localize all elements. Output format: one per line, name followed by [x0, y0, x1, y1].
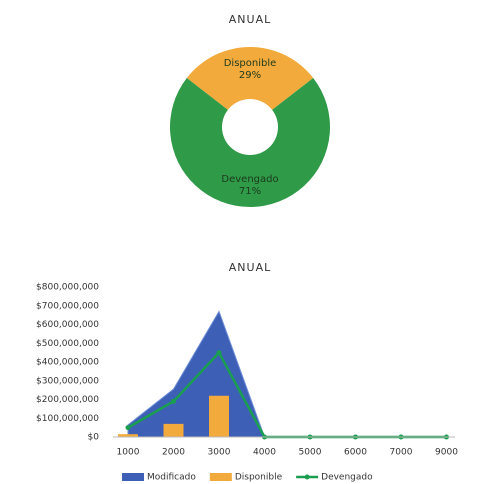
pie-label: Devengado	[221, 174, 278, 185]
y-tick-label: $600,000,000	[36, 320, 99, 330]
legend-label: Disponible	[235, 473, 283, 483]
y-tick-label: $100,000,000	[36, 414, 99, 424]
y-tick-label: $700,000,000	[36, 301, 99, 311]
area	[127, 310, 447, 438]
legend-swatch	[209, 473, 232, 481]
x-tick-label: 7000	[390, 448, 413, 458]
line-marker	[125, 425, 131, 431]
pie-label: Disponible	[224, 58, 277, 69]
bar	[118, 434, 138, 437]
x-tick-label: 6000	[344, 448, 367, 458]
legend-swatch	[122, 473, 144, 481]
y-tick-label: $500,000,000	[36, 339, 99, 349]
x-tick-label: 3000	[208, 448, 231, 458]
x-tick-label: 9000	[435, 448, 458, 458]
y-tick-label: $400,000,000	[36, 358, 99, 368]
bar	[163, 423, 184, 437]
chart-title: ANUAL	[229, 13, 271, 26]
chart-title: ANUAL	[229, 261, 271, 274]
bar	[209, 395, 229, 437]
pie-slice	[170, 77, 330, 207]
x-tick-label: 5000	[299, 448, 322, 458]
legend-label: Devengado	[321, 473, 373, 483]
line-marker	[171, 398, 176, 404]
pie-value-label: 71%	[239, 186, 261, 197]
pie-slice	[186, 46, 314, 110]
legend-marker	[304, 474, 310, 480]
x-tick-label: 1000	[117, 448, 140, 458]
x-tick-label: 4000	[253, 448, 276, 458]
legend-label: Modificado	[147, 473, 196, 483]
x-tick-label: 2000	[162, 448, 185, 458]
y-tick-label: $0	[88, 433, 100, 443]
pie-value-label: 29%	[239, 70, 261, 81]
y-tick-label: $200,000,000	[36, 395, 99, 405]
y-tick-label: $800,000,000	[36, 283, 99, 293]
y-tick-label: $300,000,000	[36, 376, 99, 386]
line-marker	[216, 350, 222, 356]
